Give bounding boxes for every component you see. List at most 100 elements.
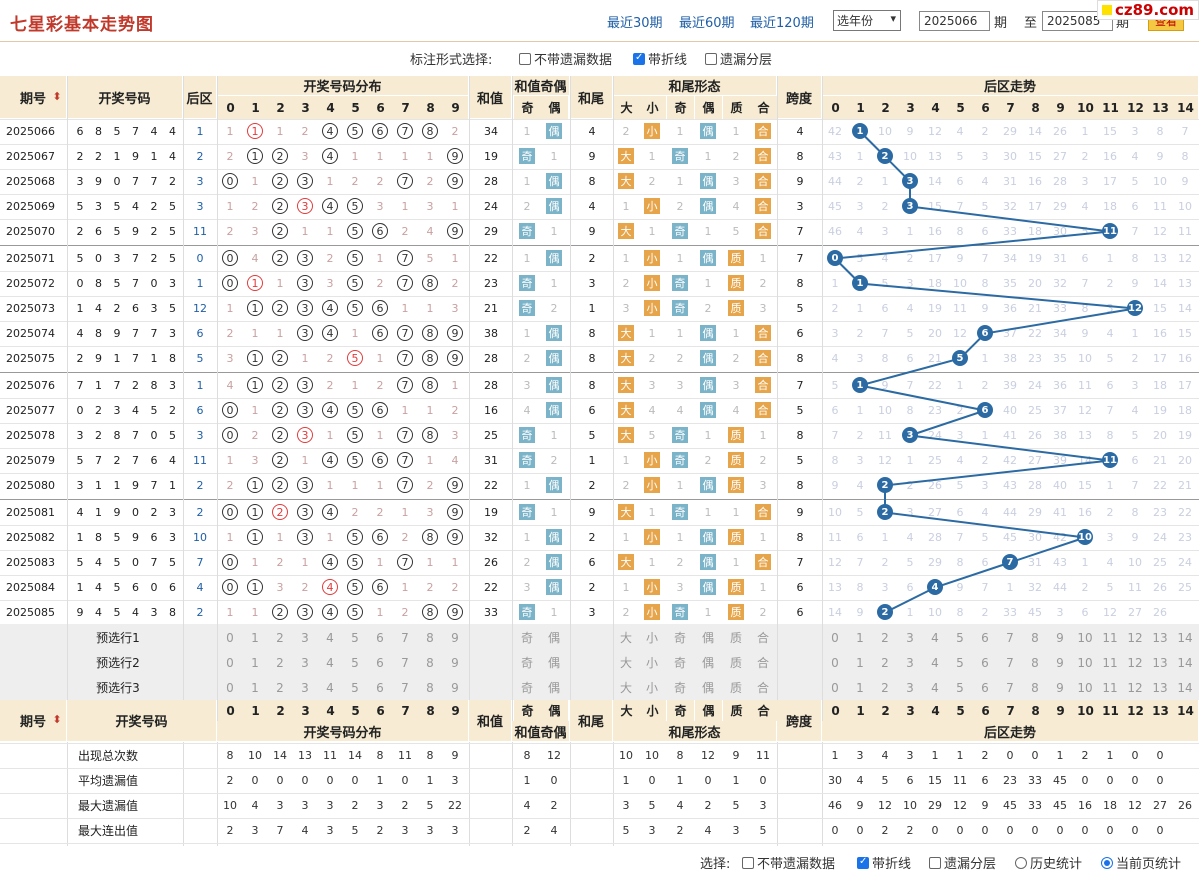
from-period-input[interactable]: 2025066	[919, 11, 990, 31]
preselect-trend[interactable]: 2	[881, 655, 889, 670]
preselect-trend[interactable]: 0	[831, 630, 839, 645]
preselect-shape[interactable]: 合	[756, 631, 769, 645]
footer-opt-layer[interactable]: 遗漏分层	[929, 853, 996, 872]
checkbox-icon[interactable]	[929, 856, 941, 869]
preselect-digit[interactable]: 6	[376, 630, 384, 645]
preselect-trend[interactable]: 6	[981, 630, 989, 645]
preselect-shape[interactable]: 偶	[701, 681, 714, 695]
preselect-trend[interactable]: 14	[1177, 680, 1193, 695]
preselect-trend[interactable]: 4	[931, 630, 939, 645]
radio-icon[interactable]	[1015, 856, 1027, 869]
year-select[interactable]: 选年份	[833, 10, 901, 31]
preselect-digit[interactable]: 8	[426, 680, 434, 695]
preselect-digit[interactable]: 9	[451, 655, 459, 670]
preselect-digit[interactable]: 3	[301, 680, 309, 695]
preselect-trend[interactable]: 4	[931, 655, 939, 670]
preselect-trend[interactable]: 10	[1077, 680, 1093, 695]
preselect-trend[interactable]: 8	[1031, 680, 1039, 695]
preselect-trend[interactable]: 13	[1152, 680, 1168, 695]
preselect-trend[interactable]: 5	[956, 655, 964, 670]
preselect-digit[interactable]: 7	[401, 655, 409, 670]
preselect-trend[interactable]: 7	[1006, 630, 1014, 645]
sort-icon[interactable]: ⬍	[52, 712, 62, 726]
preselect-digit[interactable]: 0	[226, 630, 234, 645]
recent-60-link[interactable]: 最近60期	[679, 16, 735, 31]
preselect-trend[interactable]: 4	[931, 680, 939, 695]
footer-opt-polyline[interactable]: 带折线	[857, 853, 911, 872]
preselect-trend[interactable]: 13	[1152, 655, 1168, 670]
preselect-digit[interactable]: 3	[301, 630, 309, 645]
preselect-trend[interactable]: 9	[1056, 680, 1064, 695]
preselect-trend[interactable]: 8	[1031, 655, 1039, 670]
preselect-digit[interactable]: 8	[426, 630, 434, 645]
checkbox-icon[interactable]	[519, 52, 531, 65]
preselect-trend[interactable]: 7	[1006, 680, 1014, 695]
preselect-parity[interactable]: 偶	[547, 631, 560, 645]
preselect-trend[interactable]: 5	[956, 630, 964, 645]
preselect-trend[interactable]: 3	[906, 630, 914, 645]
preselect-digit[interactable]: 7	[401, 680, 409, 695]
preselect-trend[interactable]: 12	[1127, 655, 1143, 670]
preselect-trend[interactable]: 2	[881, 680, 889, 695]
preselect-trend[interactable]: 11	[1102, 680, 1118, 695]
preselect-digit[interactable]: 1	[251, 655, 259, 670]
preselect-digit[interactable]: 5	[351, 680, 359, 695]
preselect-digit[interactable]: 4	[326, 680, 334, 695]
preselect-trend[interactable]: 12	[1127, 630, 1143, 645]
preselect-trend[interactable]: 10	[1077, 630, 1093, 645]
preselect-digit[interactable]: 5	[351, 655, 359, 670]
preselect-trend[interactable]: 7	[1006, 655, 1014, 670]
preselect-digit[interactable]: 2	[276, 655, 284, 670]
preselect-shape[interactable]: 偶	[701, 656, 714, 670]
preselect-trend[interactable]: 14	[1177, 655, 1193, 670]
preselect-shape[interactable]: 大	[619, 681, 632, 695]
preselect-shape[interactable]: 质	[729, 631, 742, 645]
preselect-trend[interactable]: 1	[856, 655, 864, 670]
recent-30-link[interactable]: 最近30期	[607, 16, 663, 31]
preselect-digit[interactable]: 0	[226, 655, 234, 670]
preselect-trend[interactable]: 1	[856, 680, 864, 695]
checkbox-checked-icon[interactable]	[857, 856, 869, 869]
checkbox-checked-icon[interactable]	[633, 52, 645, 65]
checkbox-icon[interactable]	[705, 52, 717, 65]
preselect-trend[interactable]: 8	[1031, 630, 1039, 645]
checkbox-icon[interactable]	[742, 856, 754, 869]
preselect-digit[interactable]: 1	[251, 680, 259, 695]
period-header[interactable]: 期号	[0, 76, 67, 119]
preselect-trend[interactable]: 11	[1102, 655, 1118, 670]
preselect-shape[interactable]: 奇	[673, 656, 686, 670]
preselect-shape[interactable]: 偶	[701, 631, 714, 645]
recent-120-link[interactable]: 最近120期	[750, 16, 814, 31]
preselect-shape[interactable]: 小	[645, 656, 658, 670]
preselect-digit[interactable]: 9	[451, 680, 459, 695]
preselect-trend[interactable]: 0	[831, 655, 839, 670]
preselect-trend[interactable]: 9	[1056, 655, 1064, 670]
preselect-shape[interactable]: 大	[619, 656, 632, 670]
preselect-digit[interactable]: 9	[451, 630, 459, 645]
opt-polyline[interactable]: 带折线	[633, 49, 687, 68]
sort-icon[interactable]: ⬍	[52, 89, 62, 103]
preselect-shape[interactable]: 质	[729, 681, 742, 695]
preselect-digit[interactable]: 5	[351, 630, 359, 645]
preselect-trend[interactable]: 0	[831, 680, 839, 695]
to-period-input[interactable]: 2025085	[1042, 11, 1113, 31]
preselect-shape[interactable]: 小	[645, 681, 658, 695]
preselect-digit[interactable]: 2	[276, 630, 284, 645]
footer-radio-current[interactable]: 当前页统计	[1101, 853, 1181, 872]
preselect-trend[interactable]: 3	[906, 680, 914, 695]
preselect-digit[interactable]: 4	[326, 630, 334, 645]
preselect-trend[interactable]: 10	[1077, 655, 1093, 670]
preselect-digit[interactable]: 1	[251, 630, 259, 645]
preselect-digit[interactable]: 7	[401, 630, 409, 645]
preselect-trend[interactable]: 5	[956, 680, 964, 695]
preselect-digit[interactable]: 8	[426, 655, 434, 670]
opt-no-missing[interactable]: 不带遗漏数据	[519, 49, 612, 68]
preselect-trend[interactable]: 3	[906, 655, 914, 670]
opt-layer[interactable]: 遗漏分层	[705, 49, 772, 68]
preselect-trend[interactable]: 9	[1056, 630, 1064, 645]
preselect-shape[interactable]: 合	[756, 656, 769, 670]
preselect-digit[interactable]: 0	[226, 680, 234, 695]
preselect-digit[interactable]: 2	[276, 680, 284, 695]
preselect-shape[interactable]: 奇	[673, 681, 686, 695]
preselect-parity[interactable]: 偶	[547, 681, 560, 695]
